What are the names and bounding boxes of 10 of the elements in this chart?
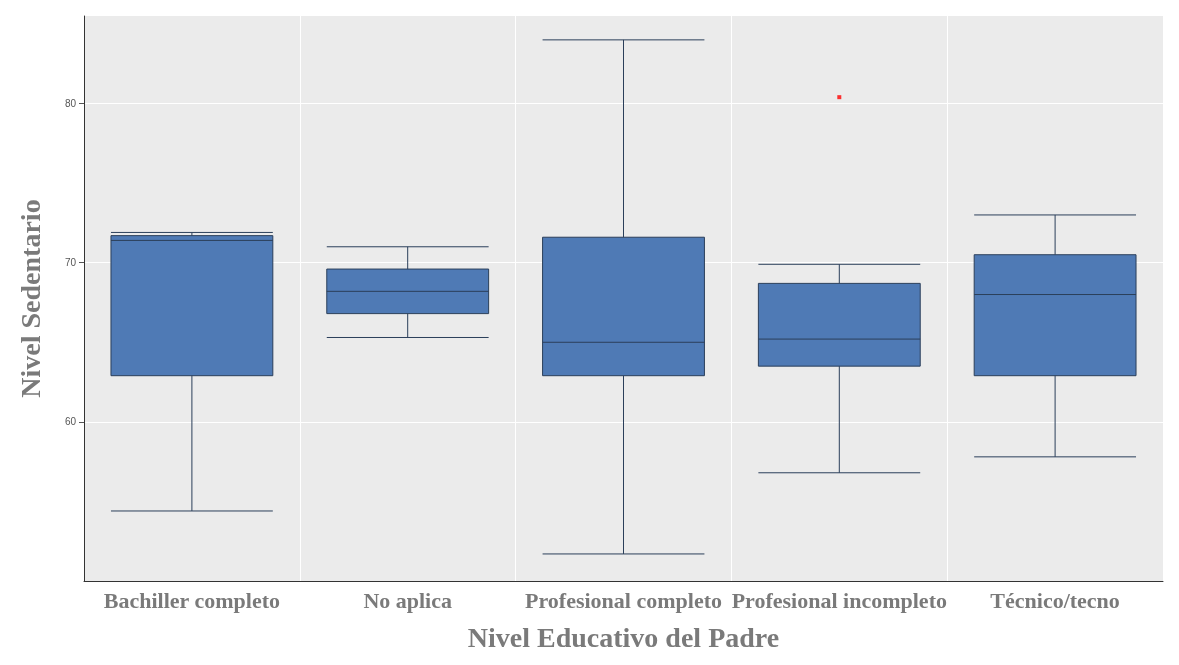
y-tick-label: 80 <box>64 98 77 110</box>
x-tick-label: Profesional incompleto <box>731 587 947 613</box>
x-tick-label: Técnico/tecno <box>990 587 1120 613</box>
y-tick-label: 70 <box>64 257 77 269</box>
y-tick-label: 60 <box>64 416 77 428</box>
x-tick-label: No aplica <box>363 587 453 613</box>
x-axis-title: Nivel Educativo del Padre <box>467 621 780 653</box>
x-tick-label: Bachiller completo <box>103 587 280 613</box>
x-tick-label: Profesional completo <box>525 587 722 613</box>
y-axis-title: Nivel Sedentario <box>14 199 46 398</box>
